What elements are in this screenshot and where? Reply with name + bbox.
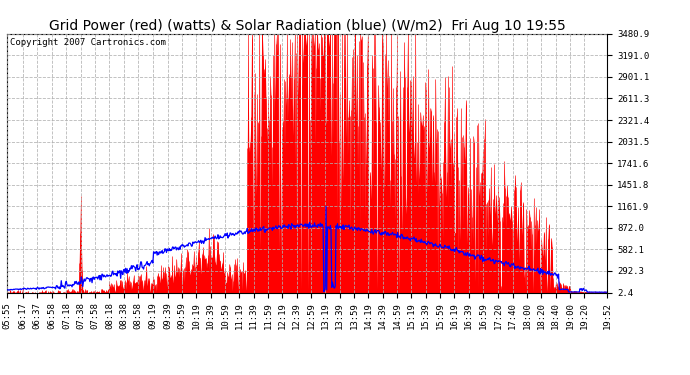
Text: Copyright 2007 Cartronics.com: Copyright 2007 Cartronics.com	[10, 38, 166, 46]
Title: Grid Power (red) (watts) & Solar Radiation (blue) (W/m2)  Fri Aug 10 19:55: Grid Power (red) (watts) & Solar Radiati…	[49, 19, 565, 33]
